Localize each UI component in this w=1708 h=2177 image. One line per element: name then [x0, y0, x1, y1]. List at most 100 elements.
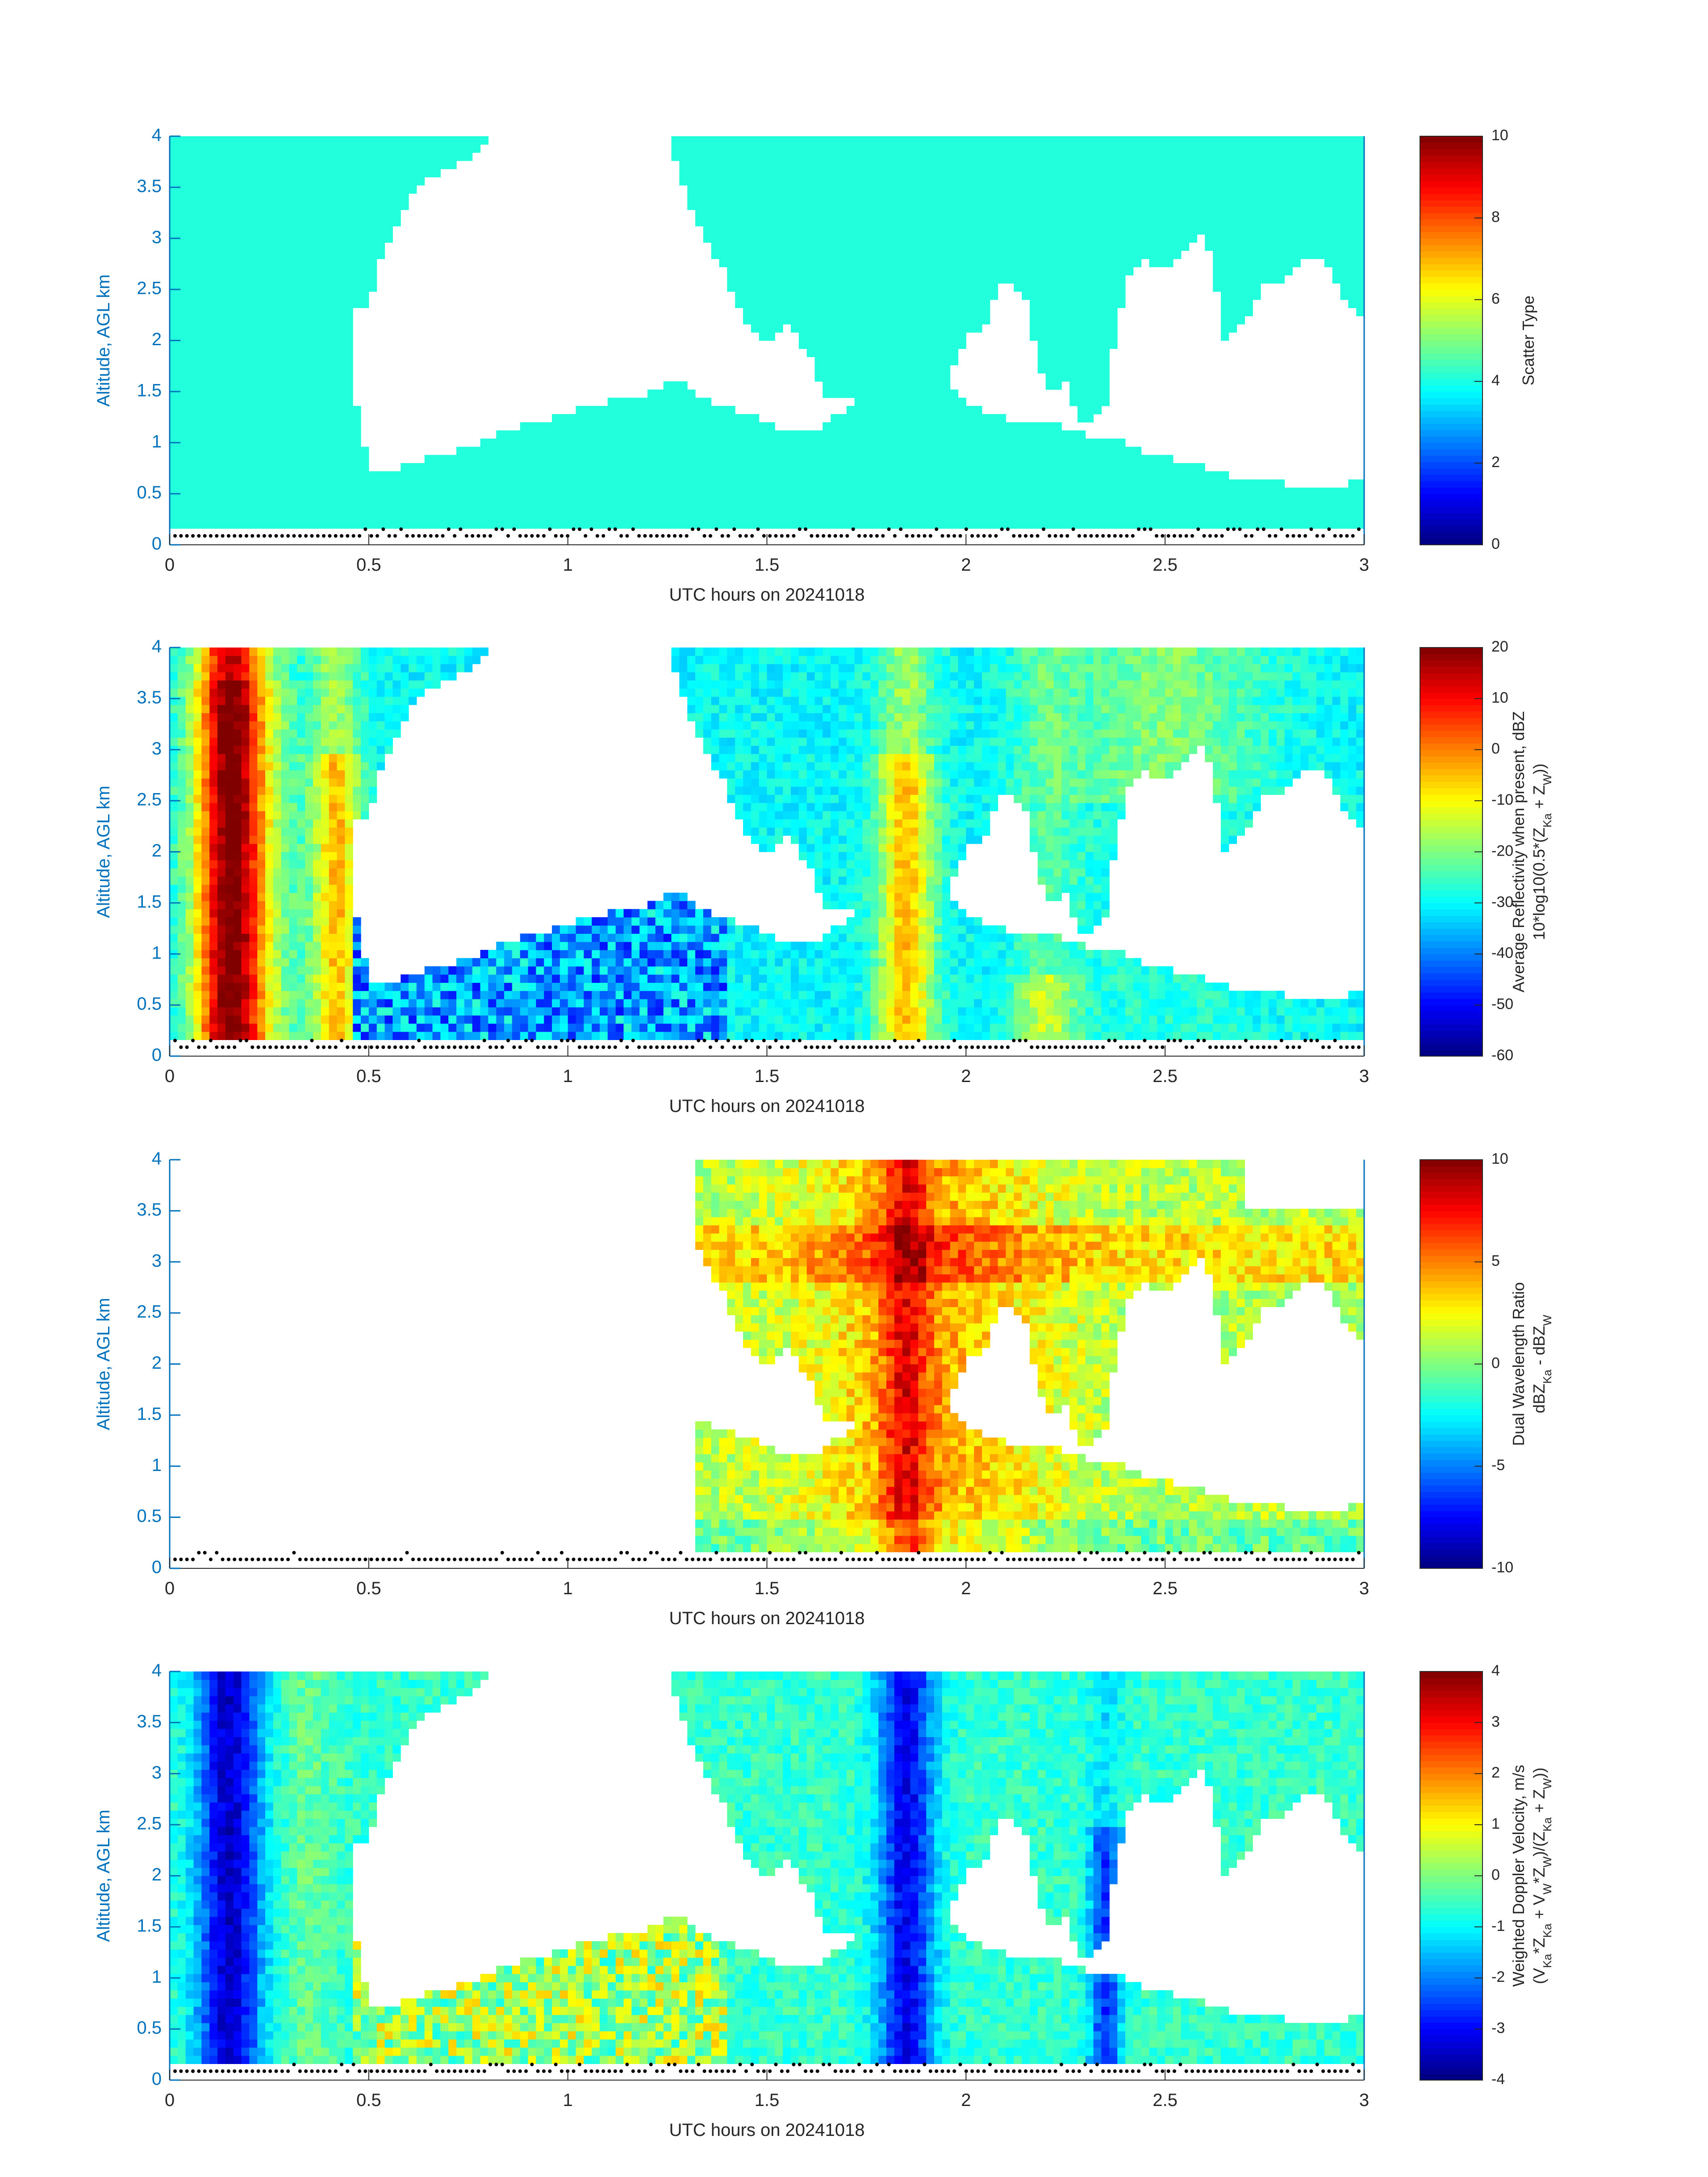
heatmap-cell: [305, 160, 313, 169]
heatmap-cell: [1269, 185, 1277, 194]
heatmap-cell: [1221, 226, 1229, 235]
heatmap-cell: [1189, 520, 1198, 529]
heatmap-cell: [1213, 226, 1221, 235]
heatmap-cell: [337, 291, 345, 300]
heatmap-cell: [1324, 242, 1333, 251]
heatmap-cell: [1061, 259, 1070, 267]
heatmap-cell: [719, 439, 727, 447]
heatmap-cell: [1117, 234, 1126, 243]
heatmap-cell: [193, 242, 202, 251]
heatmap-cell: [177, 177, 186, 186]
heatmap-cell: [289, 226, 297, 235]
surface-marker: [1048, 534, 1052, 538]
heatmap-cell: [265, 496, 274, 505]
heatmap-cell: [1030, 209, 1038, 218]
surface-marker: [298, 534, 302, 538]
heatmap-cell: [384, 218, 393, 226]
heatmap-cell: [982, 152, 990, 161]
heatmap-cell: [1014, 234, 1022, 243]
surface-marker: [780, 534, 784, 538]
heatmap-cell: [225, 218, 234, 226]
heatmap-cell: [544, 422, 552, 431]
heatmap-cell: [775, 267, 783, 276]
heatmap-cell: [1053, 136, 1062, 145]
heatmap-cell: [950, 193, 959, 202]
heatmap-cell: [305, 496, 313, 505]
heatmap-cell: [695, 479, 704, 488]
heatmap-cell: [1197, 218, 1205, 226]
heatmap-cell: [201, 324, 210, 333]
heatmap-cell: [1037, 496, 1046, 505]
heatmap-cell: [1006, 463, 1014, 472]
heatmap-cell: [225, 136, 234, 145]
heatmap-cell: [376, 144, 385, 153]
surface-marker: [459, 527, 463, 531]
heatmap-cell: [1253, 487, 1261, 496]
heatmap-cell: [918, 397, 927, 406]
heatmap-cell: [1085, 365, 1094, 374]
heatmap-cell: [1236, 512, 1245, 521]
heatmap-cell: [1300, 520, 1309, 529]
heatmap-cell: [1228, 193, 1237, 202]
heatmap-cell: [735, 226, 743, 235]
heatmap-cell: [902, 201, 911, 210]
heatmap-cell: [305, 455, 313, 464]
heatmap-cell: [655, 496, 664, 505]
heatmap-cell: [329, 144, 338, 153]
heatmap-cell: [289, 332, 297, 341]
heatmap-cell: [998, 414, 1006, 423]
heatmap-cell: [329, 226, 338, 235]
heatmap-cell: [440, 487, 449, 496]
heatmap-cell: [1332, 209, 1341, 218]
heatmap-cell: [1109, 520, 1118, 529]
heatmap-cell: [687, 471, 696, 480]
heatmap-cell: [958, 234, 966, 243]
heatmap-cell: [1205, 177, 1213, 186]
surface-marker: [833, 534, 837, 538]
heatmap-cell: [281, 259, 290, 267]
heatmap-cell: [727, 160, 735, 169]
heatmap-cell: [1030, 251, 1038, 259]
heatmap-cell: [273, 226, 282, 235]
heatmap-cell: [894, 397, 903, 406]
heatmap-cell: [751, 316, 760, 325]
surface-marker: [631, 527, 635, 531]
heatmap-cell: [854, 414, 863, 423]
heatmap-cell: [193, 389, 202, 398]
heatmap-cell: [544, 447, 552, 455]
heatmap-cell: [600, 520, 608, 529]
heatmap-cell: [217, 414, 226, 423]
heatmap-cell: [1332, 144, 1341, 153]
heatmap-cell: [878, 218, 887, 226]
heatmap-cell: [902, 365, 911, 374]
heatmap-cell: [409, 471, 417, 480]
heatmap-cell: [353, 218, 361, 226]
heatmap-cell: [1340, 234, 1349, 243]
heatmap-cell: [368, 185, 377, 194]
heatmap-cell: [193, 291, 202, 300]
heatmap-cell: [926, 291, 935, 300]
heatmap-cell: [862, 209, 871, 218]
heatmap-cell: [345, 136, 353, 145]
heatmap-cell: [1006, 185, 1014, 194]
heatmap-cell: [361, 144, 369, 153]
heatmap-cell: [1269, 487, 1277, 496]
heatmap-cell: [926, 209, 935, 218]
heatmap-cell: [321, 316, 330, 325]
heatmap-cell: [831, 316, 839, 325]
surface-marker: [1042, 527, 1045, 531]
heatmap-cell: [1221, 324, 1229, 333]
heatmap-cell: [831, 455, 839, 464]
heatmap-cell: [1030, 234, 1038, 243]
heatmap-cell: [1236, 201, 1245, 210]
heatmap-cell: [432, 471, 441, 480]
heatmap-cell: [1045, 177, 1054, 186]
heatmap-cell: [846, 259, 855, 267]
heatmap-cell: [798, 308, 807, 317]
heatmap-cell: [918, 512, 927, 521]
heatmap-cell: [281, 267, 290, 276]
heatmap-cell: [775, 169, 783, 178]
heatmap-cell: [854, 389, 863, 398]
heatmap-cell: [281, 471, 290, 480]
heatmap-cell: [321, 471, 330, 480]
